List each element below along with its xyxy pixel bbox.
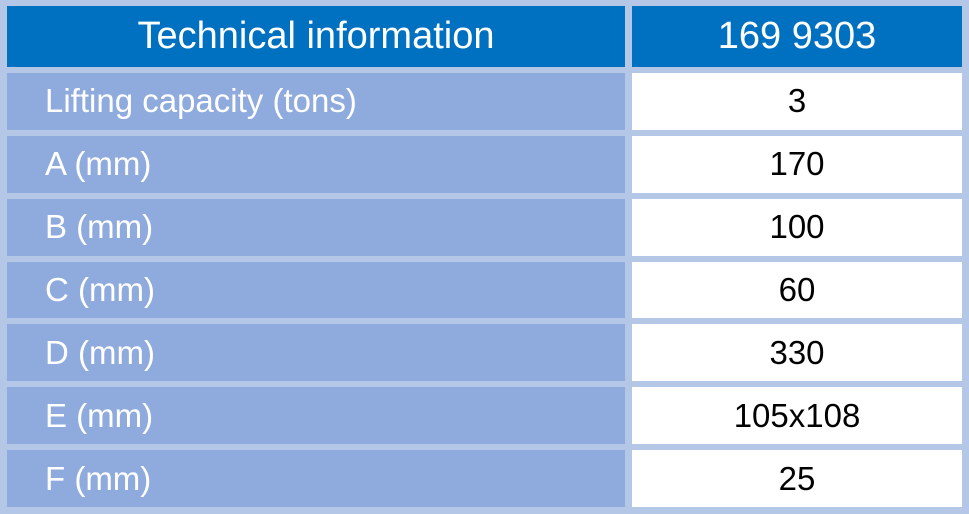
row-value: 3 bbox=[632, 73, 962, 130]
row-label: E (mm) bbox=[7, 387, 625, 445]
row-label: A (mm) bbox=[7, 135, 625, 193]
row-label: Lifting capacity (tons) bbox=[7, 73, 625, 130]
header-cell: Technical information bbox=[7, 6, 625, 67]
header-cell: 169 9303 bbox=[632, 6, 962, 67]
row-label: B (mm) bbox=[7, 198, 625, 256]
row-value: 25 bbox=[632, 450, 962, 507]
row-value: 100 bbox=[632, 198, 962, 256]
row-label: F (mm) bbox=[7, 450, 625, 507]
row-label: C (mm) bbox=[7, 261, 625, 319]
row-label: D (mm) bbox=[7, 324, 625, 382]
row-value: 105x108 bbox=[632, 387, 962, 445]
row-value: 330 bbox=[632, 324, 962, 382]
row-value: 60 bbox=[632, 261, 962, 319]
row-value: 170 bbox=[632, 135, 962, 193]
